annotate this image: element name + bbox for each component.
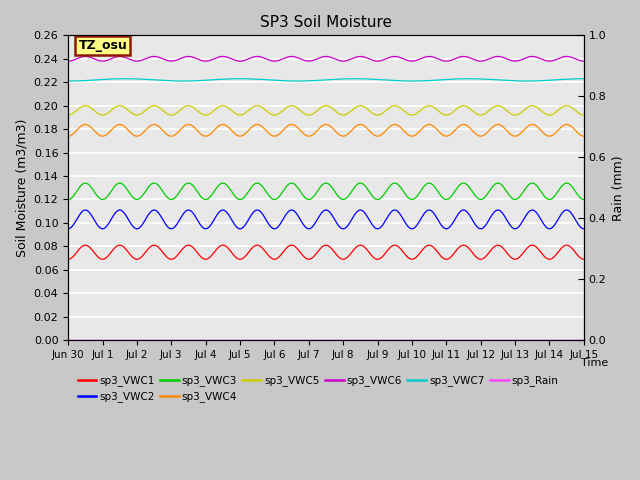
Y-axis label: Rain (mm): Rain (mm) bbox=[612, 155, 625, 220]
Legend: sp3_VWC1, sp3_VWC2, sp3_VWC3, sp3_VWC4, sp3_VWC5, sp3_VWC6, sp3_VWC7, sp3_Rain: sp3_VWC1, sp3_VWC2, sp3_VWC3, sp3_VWC4, … bbox=[74, 371, 563, 407]
Y-axis label: Soil Moisture (m3/m3): Soil Moisture (m3/m3) bbox=[15, 119, 28, 257]
X-axis label: Time: Time bbox=[580, 359, 608, 369]
Text: TZ_osu: TZ_osu bbox=[79, 39, 127, 52]
Title: SP3 Soil Moisture: SP3 Soil Moisture bbox=[260, 15, 392, 30]
